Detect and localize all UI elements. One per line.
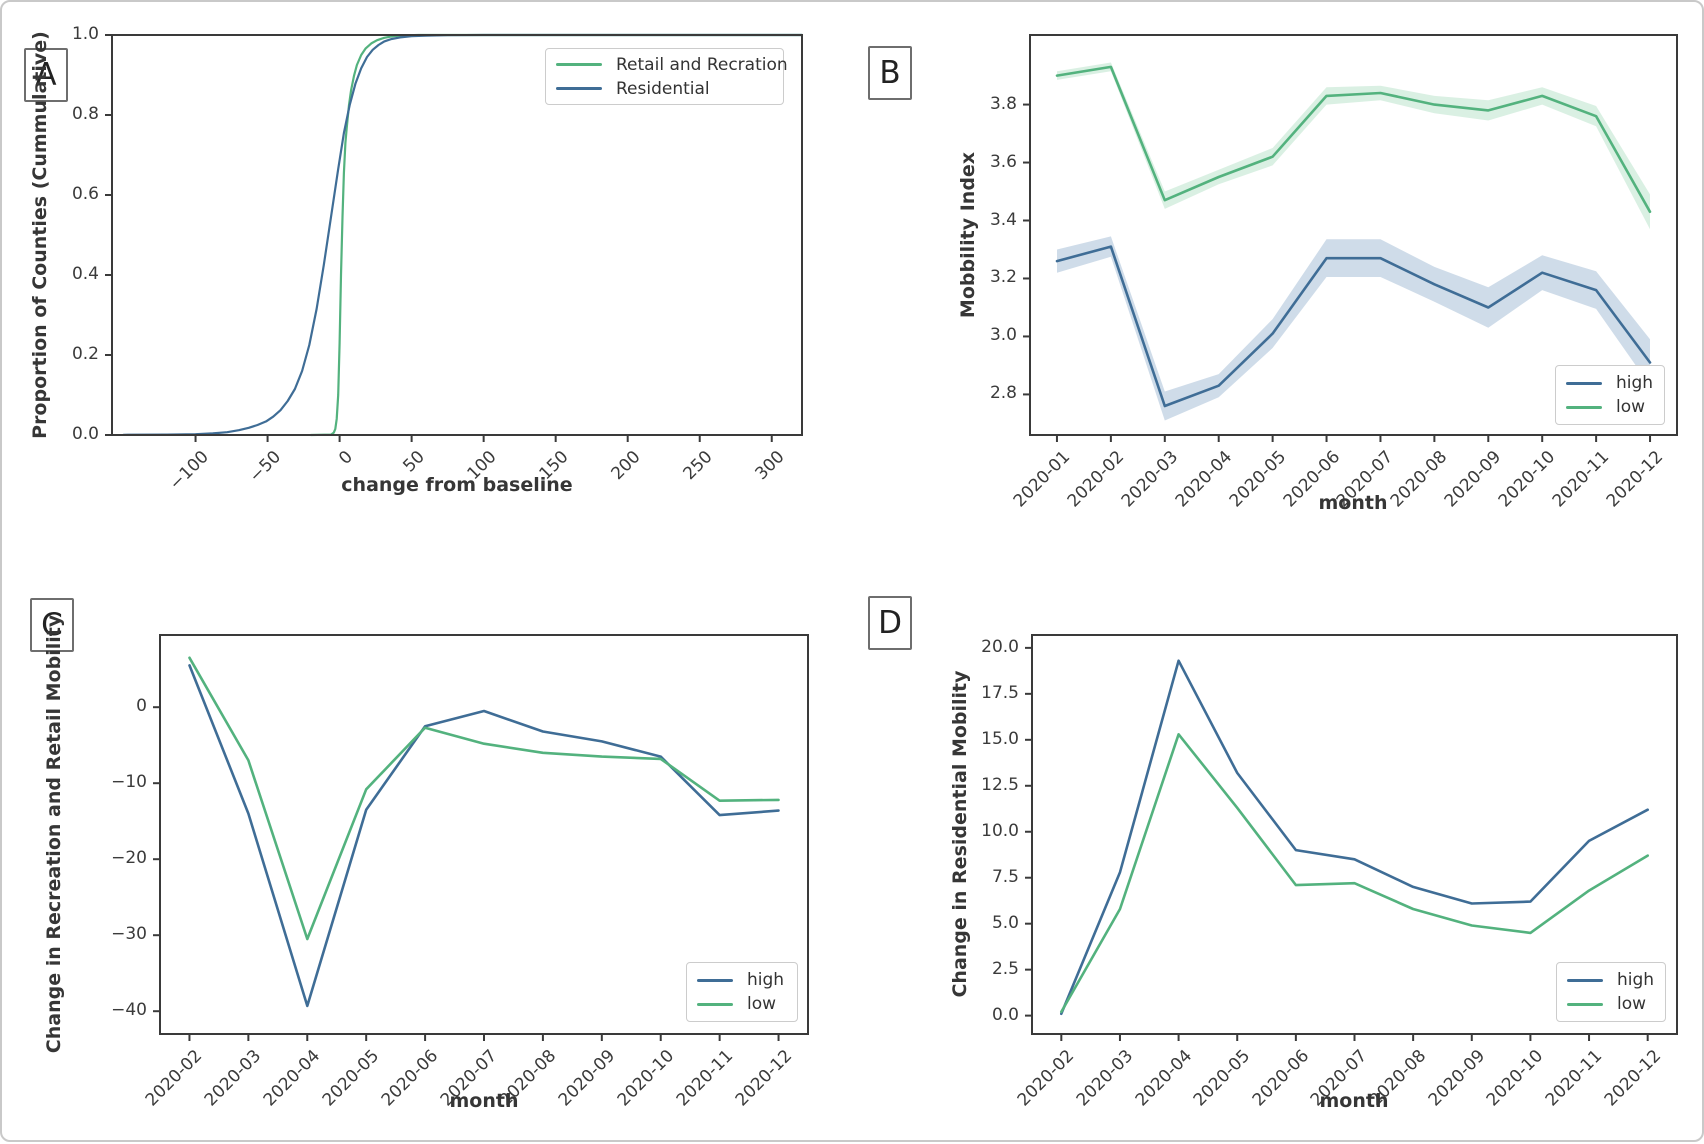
- legend-label: low: [747, 994, 777, 1014]
- series-line-high: [188, 664, 780, 1008]
- legend-label: high: [1617, 970, 1655, 990]
- panel-label-d: D: [868, 596, 912, 650]
- y-axis-label-d: Change in Residential Mobility: [949, 670, 971, 998]
- legend-panel-d: high low: [1556, 962, 1666, 1022]
- axes-spines: [111, 34, 803, 436]
- legend-entry: low: [697, 994, 787, 1014]
- x-axis-label-d: month: [1319, 1090, 1389, 1112]
- panel-label-a: A: [24, 48, 68, 102]
- series-line-low: [1055, 65, 1652, 214]
- panel-label-b: B: [868, 46, 912, 100]
- legend-label: Residential: [616, 78, 710, 99]
- legend-label: low: [1616, 397, 1646, 417]
- legend-panel-a: Retail and Recration Residential: [545, 48, 788, 105]
- legend-panel-b: high low: [1555, 365, 1665, 425]
- series-line-low: [188, 656, 780, 941]
- series-line-high: [1060, 659, 1649, 1016]
- y-axis-label-b: Mobbility Index: [957, 151, 979, 319]
- legend-line-low: [1566, 405, 1602, 409]
- legend-line-high: [697, 978, 733, 982]
- series-line-residential: [122, 33, 804, 436]
- x-axis-label-a: change from baseline: [341, 474, 573, 496]
- axes-spines: [1029, 34, 1678, 436]
- legend-entry: high: [1566, 373, 1654, 393]
- confidence-band: [1057, 62, 1650, 230]
- legend-entry: high: [1567, 970, 1655, 990]
- panel-label-c: C: [30, 598, 74, 652]
- legend-entry: high: [697, 970, 787, 990]
- legend-line-high: [1566, 381, 1602, 385]
- x-axis-label-b: month: [1318, 492, 1388, 514]
- legend-label: Retail and Recration: [616, 54, 788, 75]
- confidence-band: [1057, 236, 1650, 421]
- legend-label: low: [1617, 994, 1647, 1014]
- legend-line-residential: [556, 87, 602, 90]
- legend-entry: Retail and Recration: [556, 55, 788, 75]
- legend-panel-c: high low: [686, 962, 798, 1022]
- y-axis-label-c: Change in Recreation and Retail Mobility: [43, 614, 65, 1054]
- legend-line-high: [1567, 978, 1603, 982]
- legend-entry: low: [1566, 397, 1654, 417]
- series-line-high: [1055, 245, 1652, 408]
- legend-entry: low: [1567, 994, 1655, 1014]
- legend-label: high: [1616, 373, 1654, 393]
- x-axis-label-c: month: [449, 1090, 519, 1112]
- legend-line-low: [697, 1002, 733, 1006]
- legend-entry: Residential: [556, 79, 773, 99]
- legend-line-retail: [556, 63, 602, 66]
- series-line-low: [1060, 732, 1649, 1014]
- y-axis-label-a: Proportion of Counties (Cummulative): [29, 31, 51, 439]
- legend-label: high: [747, 970, 785, 990]
- legend-line-low: [1567, 1002, 1603, 1006]
